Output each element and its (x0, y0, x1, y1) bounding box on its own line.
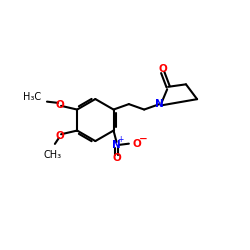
Text: O: O (56, 100, 64, 110)
Text: N: N (112, 140, 121, 150)
Text: +: + (117, 136, 123, 144)
Text: −: − (139, 134, 147, 144)
Text: O: O (56, 130, 64, 140)
Text: O: O (158, 64, 167, 74)
Text: O: O (132, 139, 141, 149)
Text: N: N (155, 99, 164, 109)
Text: H₃C: H₃C (23, 92, 41, 102)
Text: O: O (112, 153, 121, 163)
Text: CH₃: CH₃ (44, 150, 62, 160)
